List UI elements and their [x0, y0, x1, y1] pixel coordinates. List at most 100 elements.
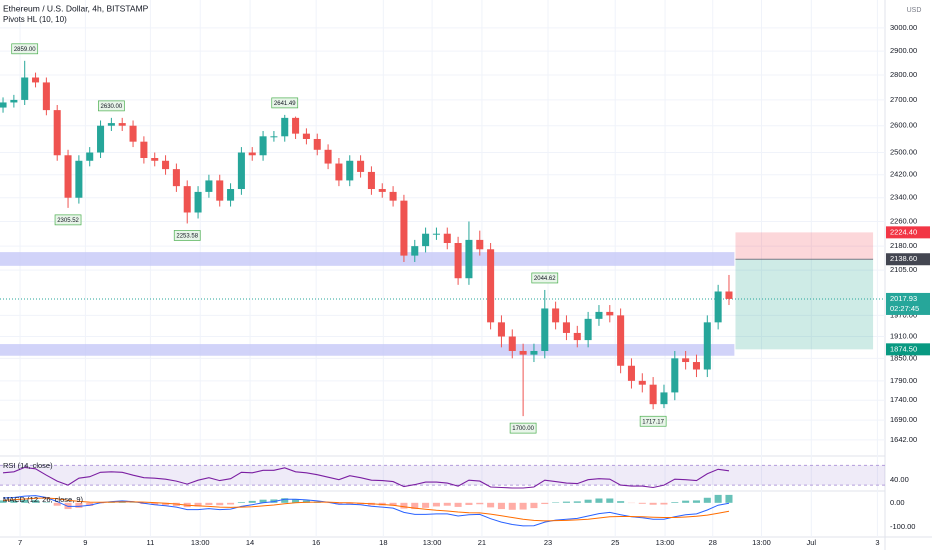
- stop-price-label-box: [886, 226, 930, 239]
- macd-histogram-bar: [10, 500, 18, 503]
- macd-histogram-bar: [411, 502, 419, 510]
- candle-body: [432, 233, 440, 235]
- candle-body: [606, 311, 614, 316]
- last-price-label: 2017.93: [890, 294, 917, 303]
- x-tick-label: Jul: [807, 538, 817, 547]
- candle-body: [86, 152, 94, 161]
- y-tick-label: 1910.00: [890, 331, 917, 340]
- candle-body: [313, 138, 321, 150]
- macd-histogram-bar: [617, 501, 625, 503]
- candle-body: [140, 141, 148, 159]
- candle-body: [151, 158, 159, 161]
- macd-histogram-bar: [281, 498, 289, 503]
- stop-area: [735, 232, 874, 260]
- candle-body: [562, 322, 570, 333]
- candle-body: [617, 315, 625, 366]
- macd-histogram-bar: [649, 502, 657, 505]
- x-tick-label: 14: [246, 538, 254, 547]
- candle-body: [162, 160, 170, 170]
- candle-body: [335, 163, 343, 181]
- macd-histogram-bar: [541, 502, 549, 505]
- macd-histogram-bar: [0, 500, 7, 503]
- y-tick-label: 2260.00: [890, 216, 917, 225]
- candle-body: [64, 155, 72, 198]
- macd-histogram-bar: [660, 502, 668, 505]
- pivot-box: [11, 43, 39, 55]
- candle-body: [692, 362, 700, 370]
- candle-body: [497, 322, 505, 337]
- macd-histogram-bar: [292, 499, 300, 503]
- chart-title: Ethereum / U.S. Dollar, 4h, BITSTAMP: [3, 3, 149, 13]
- candle-body: [476, 239, 484, 250]
- candle-body: [129, 125, 137, 142]
- candle-body: [649, 384, 657, 405]
- rsi-label: RSI (14, close): [3, 461, 53, 470]
- candle-body: [573, 332, 581, 341]
- pivot-label: 2253.58: [176, 234, 198, 240]
- target-price-label: 1874.50: [890, 344, 917, 353]
- macd-histogram-bar: [422, 502, 430, 508]
- pivot-label: 2630.00: [101, 104, 123, 110]
- zone: [0, 252, 735, 266]
- target-price-label-box: [886, 343, 930, 356]
- macd-histogram-bar: [75, 502, 83, 508]
- x-tick-label: 25: [611, 538, 619, 547]
- macd-histogram-bar: [86, 502, 94, 506]
- macd-histogram-bar: [682, 500, 690, 503]
- macd-histogram-bar: [205, 502, 213, 505]
- macd-histogram-bar: [216, 502, 224, 506]
- macd-histogram-bar: [389, 502, 397, 506]
- macd-histogram-bar: [237, 502, 245, 503]
- candle-body: [714, 291, 722, 323]
- macd-tick-label: -100.00: [890, 522, 915, 531]
- candle-body: [400, 200, 408, 256]
- candle-body: [346, 160, 354, 181]
- candle-body: [172, 169, 180, 187]
- x-tick-label: 13:00: [752, 538, 771, 547]
- candle-body: [660, 392, 668, 405]
- x-tick-label: 13:00: [423, 538, 442, 547]
- y-tick-label: 2180.00: [890, 241, 917, 250]
- x-tick-label: 3: [875, 538, 879, 547]
- pivot-box: [98, 100, 125, 112]
- macd-histogram-bar: [519, 502, 527, 510]
- candle-body: [42, 82, 50, 111]
- candle-body: [443, 233, 451, 244]
- candle-body: [324, 149, 332, 164]
- candle-body: [584, 318, 592, 341]
- candle-body: [595, 311, 603, 319]
- candle-body: [205, 180, 213, 192]
- x-tick-label: 16: [312, 538, 320, 547]
- candle-body: [237, 152, 245, 190]
- candle-body: [248, 152, 256, 156]
- candle-body: [378, 189, 386, 192]
- macd-histogram-bar: [248, 500, 256, 503]
- pivot-label: 2044.62: [534, 276, 556, 282]
- macd-histogram-bar: [584, 499, 592, 503]
- x-tick-label: 28: [709, 538, 717, 547]
- candle-body: [183, 186, 191, 213]
- macd-histogram-bar: [443, 502, 451, 506]
- x-tick-label: 23: [544, 538, 552, 547]
- macd-histogram-bar: [595, 498, 603, 503]
- macd-histogram-bar: [302, 500, 310, 503]
- y-tick-label: 1790.00: [890, 376, 917, 385]
- candle-body: [627, 365, 635, 381]
- candle-body: [638, 380, 646, 385]
- macd-histogram-bar: [692, 500, 700, 503]
- macd-histogram-bar: [530, 502, 538, 509]
- candle-body: [270, 136, 278, 138]
- macd-histogram-bar: [487, 502, 495, 508]
- x-tick-label: 11: [146, 538, 154, 547]
- candle-body: [671, 358, 679, 393]
- macd-label: MACD (12, 26, close, 9): [3, 495, 84, 504]
- candle-body: [357, 160, 365, 172]
- candle-body: [725, 291, 733, 299]
- pivot-box: [54, 214, 82, 226]
- candle-body: [367, 171, 375, 190]
- pivot-label: 2859.00: [14, 47, 36, 53]
- signal-line: [2, 497, 730, 522]
- candle-body: [53, 110, 61, 156]
